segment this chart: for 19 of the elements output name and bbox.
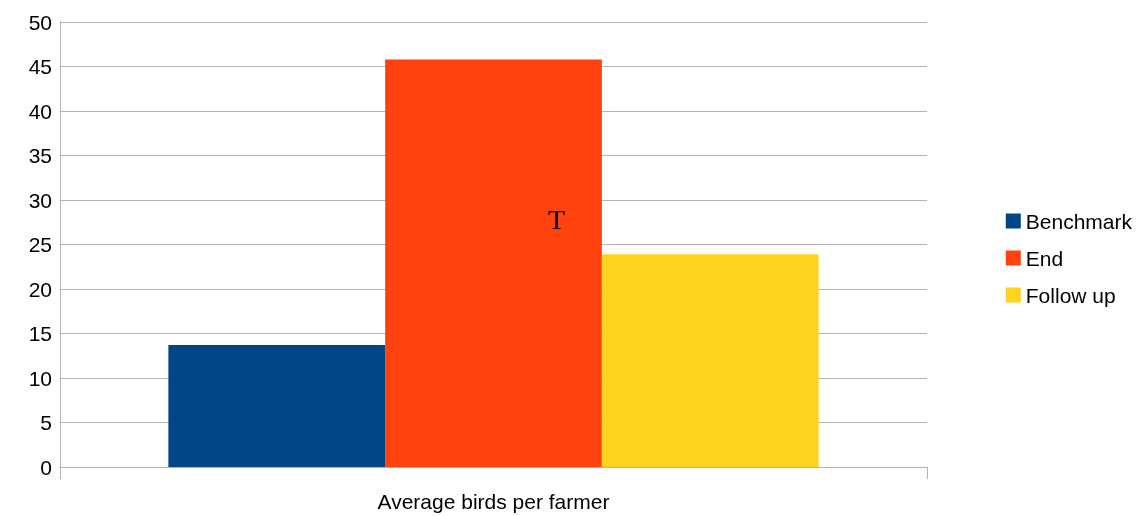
bar [385,59,602,467]
y-tick-label: 20 [28,277,52,301]
bar [168,345,386,467]
legend-label: Benchmark [1025,209,1133,233]
y-tick-label: 25 [28,233,52,256]
bar [601,254,819,467]
legend-label: End [1025,246,1064,270]
y-tick-label: 10 [28,366,52,390]
x-tick-label: Average birds per farmer [377,490,610,513]
y-tick-label: 50 [28,10,52,34]
y-tick-label: 40 [28,99,52,123]
y-tick-label: 45 [28,55,52,78]
y-tick-label: 5 [40,411,52,434]
annotation: T [548,203,566,235]
y-tick-label: 35 [28,144,52,167]
y-tick-label: 0 [40,455,52,479]
legend-label: Follow up [1025,283,1116,307]
y-tick-label: 30 [28,188,52,212]
y-tick-label: 15 [28,322,52,345]
